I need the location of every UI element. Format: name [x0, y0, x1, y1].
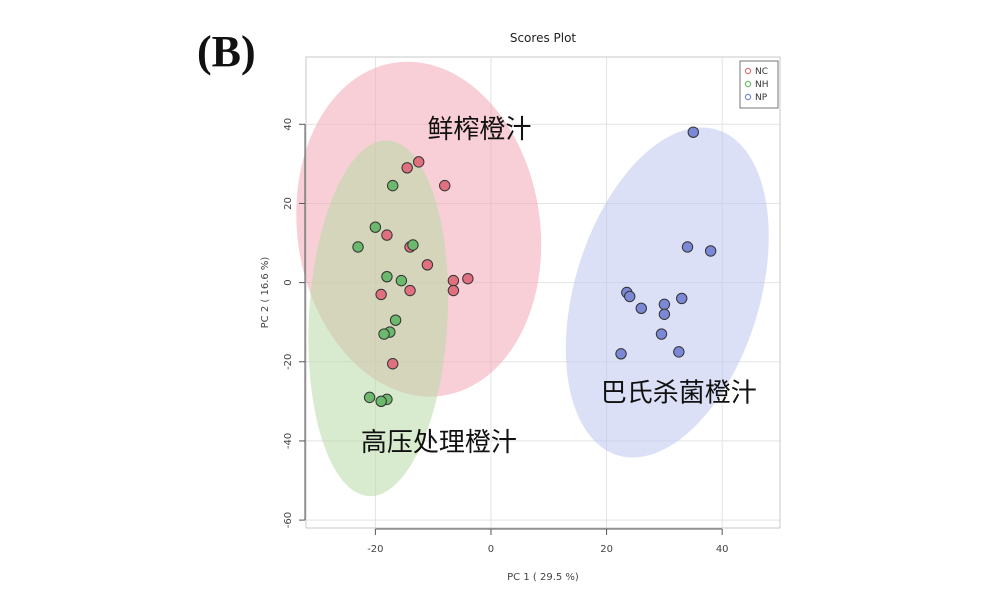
- point-nc: [401, 162, 413, 174]
- y-tick-label: 40: [283, 118, 294, 131]
- y-tick-label: -40: [283, 433, 294, 449]
- point-nc: [447, 274, 460, 287]
- group-annotation: 鲜榨橙汁: [427, 115, 531, 145]
- point-nh: [363, 391, 376, 404]
- point-np: [655, 328, 668, 340]
- point-nh: [389, 314, 402, 326]
- y-axis-title: PC 2 ( 16.6 %): [260, 257, 271, 329]
- point-np: [658, 298, 671, 311]
- point-nh: [369, 221, 382, 233]
- legend-marker-nh: [744, 80, 752, 88]
- point-np: [635, 302, 647, 315]
- point-nh: [381, 270, 393, 283]
- group-annotation: 巴氏杀菌橙汁: [601, 378, 757, 408]
- y-tick-label: -60: [283, 512, 294, 528]
- ellipse-np: [565, 127, 769, 458]
- legend: NC NH NP: [739, 60, 779, 109]
- point-nc: [447, 284, 460, 297]
- point-np: [687, 126, 699, 138]
- x-tick-label: 20: [600, 544, 613, 555]
- x-tick-label: 40: [716, 544, 729, 555]
- y-tick-label: 0: [283, 279, 294, 285]
- point-nc: [404, 284, 416, 297]
- point-nh: [352, 241, 364, 253]
- point-np: [673, 346, 685, 358]
- point-nc: [375, 288, 387, 301]
- point-nh: [375, 395, 387, 408]
- point-nc: [462, 272, 474, 285]
- point-nh: [407, 239, 419, 251]
- group-annotation: 高压处理橙汁: [361, 428, 517, 458]
- point-np: [681, 241, 694, 253]
- point-nc: [439, 179, 451, 192]
- legend-marker-nc: [744, 67, 752, 75]
- x-axis-title: PC 1 ( 29.5 %): [507, 572, 579, 583]
- x-tick-label: -20: [367, 544, 383, 555]
- point-nc: [421, 259, 434, 271]
- point-np: [704, 245, 717, 257]
- point-np: [658, 308, 671, 320]
- x-tick-label: 0: [488, 544, 494, 555]
- point-np: [676, 292, 688, 305]
- point-nc: [381, 229, 393, 241]
- point-nh: [387, 179, 399, 192]
- point-nh: [395, 274, 408, 287]
- legend-marker-np: [744, 93, 752, 101]
- confidence-ellipses: [296, 61, 769, 497]
- data-points: [352, 126, 717, 408]
- legend-label-nh: NH: [755, 80, 769, 90]
- point-nc: [413, 156, 425, 168]
- plot-border: [305, 56, 781, 529]
- panel-label: (B): [197, 27, 256, 76]
- legend-label-nc: NC: [755, 67, 768, 77]
- legend-label-np: NP: [755, 93, 768, 103]
- y-tick-label: -20: [283, 354, 294, 370]
- point-np: [624, 290, 636, 303]
- point-nc: [387, 358, 399, 370]
- point-np: [615, 348, 627, 360]
- axes: -20 0 20 40 -60 -40 -20 0 20 40: [283, 56, 781, 555]
- point-nh: [378, 328, 390, 340]
- y-tick-label: 20: [283, 197, 294, 210]
- plot-title: Scores Plot: [510, 31, 577, 45]
- ellipse-nh: [308, 140, 449, 497]
